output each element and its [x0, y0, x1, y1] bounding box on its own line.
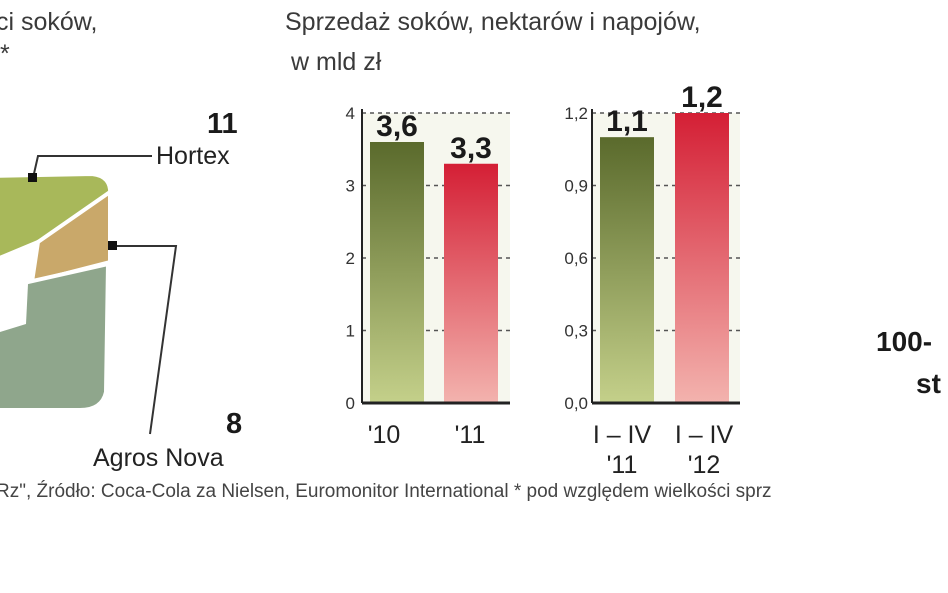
bar: [675, 113, 729, 403]
x-category-label: I – IV: [593, 421, 652, 449]
bar-value-label: 3,3: [450, 132, 492, 165]
hortex-label: Hortex: [156, 142, 230, 170]
y-tick-label: 2: [346, 249, 355, 268]
chart-title: Sprzedaż soków, nektarów i napojów,: [285, 8, 701, 36]
leader-lines: [32, 155, 178, 435]
y-tick-label: 1,2: [564, 104, 588, 123]
inner-gap: [0, 244, 30, 332]
x-category-label: '11: [455, 421, 486, 449]
bar-value-label: 1,2: [681, 81, 723, 114]
bar-value-label: 1,1: [606, 105, 648, 138]
bar: [444, 163, 498, 403]
right-text-line1: 100-: [876, 326, 933, 357]
y-tick-label: 3: [346, 177, 355, 196]
market-share-shape: [0, 171, 113, 412]
hortex-value: 11: [207, 108, 238, 140]
x-category-label: '12: [688, 451, 721, 479]
x-category-label: '11: [607, 451, 638, 479]
agros-label: Agros Nova: [93, 444, 224, 472]
y-tick-label: 4: [346, 104, 355, 123]
bar: [600, 137, 654, 403]
agros-marker: [108, 241, 117, 250]
x-category-label: '10: [368, 421, 401, 449]
y-tick-label: 1: [346, 322, 355, 341]
y-tick-label: 0,6: [564, 249, 588, 268]
chart-annual: 0 1 2 3 4 3,6 3,3 '10 '11: [346, 104, 510, 449]
agros-value: 8: [226, 408, 243, 440]
right-text-line2: st: [916, 368, 941, 399]
source-footer: Rz", Źródło: Coca-Cola za Nielsen, Eurom…: [0, 481, 772, 502]
chart-subtitle: w mld zł: [291, 48, 382, 76]
hortex-leader: [32, 155, 152, 179]
agros-leader: [113, 245, 178, 435]
bar-value-label: 3,6: [376, 110, 418, 143]
hortex-marker: [28, 173, 37, 182]
left-title-line1: ci soków,: [0, 8, 98, 36]
x-category-label: I – IV: [675, 421, 734, 449]
y-tick-label: 0,3: [564, 322, 588, 341]
chart-ytd: 0,00,30,60,91,2 1,11,2I – IV'11I – IV'12: [564, 81, 740, 479]
y-tick-label: 0: [346, 394, 355, 413]
y-tick-label: 0,0: [564, 394, 588, 413]
bar: [370, 142, 424, 403]
y-tick-label: 0,9: [564, 177, 588, 196]
left-title-line2: *: [0, 40, 10, 68]
